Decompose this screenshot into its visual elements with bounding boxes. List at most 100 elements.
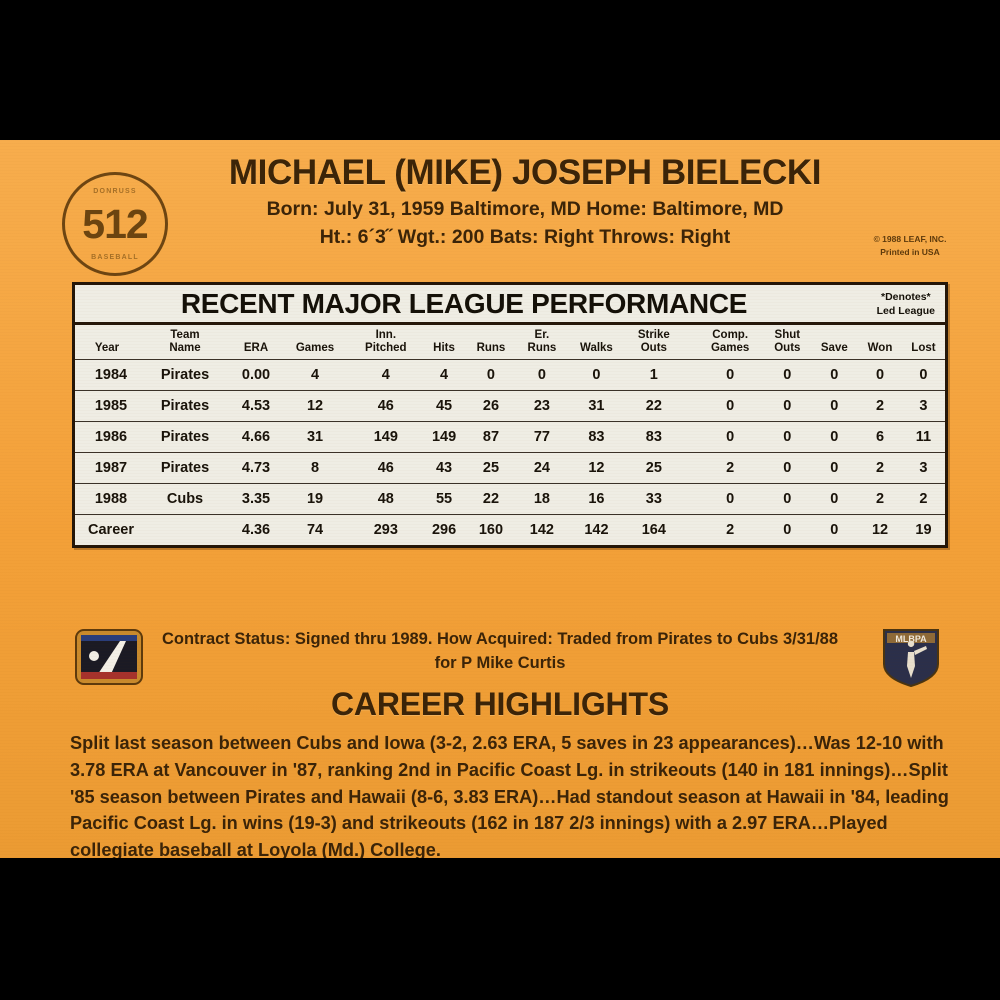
cell-year: 1986 [75,421,139,453]
col-header-strike-outs-l2: Outs [640,341,667,354]
cell-won: 6 [858,421,902,453]
cell-lost: 19 [901,514,945,546]
col-header-inn-pitched: Inn. Pitched [349,325,423,360]
copyright-line-1: © 1988 LEAF, INC. [873,234,947,244]
col-header-save: Save [811,325,859,360]
cell-shut-outs: 0 [764,359,811,391]
card-number-badge: DONRUSS 512 BASEBALL [62,172,168,276]
cell-won: 0 [858,359,902,391]
col-header-games: Games [281,325,349,360]
denotes-line-1: *Denotes* [881,291,931,303]
cell-hits: 4 [422,359,466,391]
cell-won: 2 [858,390,902,422]
cell-lost: 0 [901,359,945,391]
badge-arc-bottom-text: BASEBALL [91,254,139,261]
cell-won: 12 [858,514,902,546]
table-row: 1985 Pirates 4.53 12 46 45 26 23 31 22 0 0 0 2 3 [75,390,945,422]
cell-era: 3.35 [231,483,282,515]
col-header-year: Year [75,325,139,360]
cell-complete-games: 0 [696,359,765,391]
cell-runs: 160 [465,514,517,546]
cell-runs: 22 [465,483,517,515]
col-header-shut-outs: Shut Outs [764,325,810,360]
col-header-games-l2: Games [295,341,335,354]
bio-line-born: Born: July 31, 1959 Baltimore, MD Home: … [266,198,784,220]
cell-team: Pirates [139,421,231,453]
cell-saves: 0 [810,390,859,422]
stats-panel: RECENT MAJOR LEAGUE PERFORMANCE *Denotes… [72,282,948,549]
cell-complete-games: 2 [696,514,765,546]
cell-saves: 0 [810,452,859,484]
col-header-year-l2: Year [94,341,120,354]
copyright-line-2: Printed in USA [880,247,940,258]
cell-team: Pirates [139,359,231,391]
cell-team: Cubs [139,483,231,515]
cell-walks: 16 [567,483,626,515]
cell-innings-pitched: 46 [349,390,423,422]
baseball-card-back: DONRUSS 512 BASEBALL MICHAEL (MIKE) JOSE… [0,140,1000,858]
cell-complete-games: 0 [696,421,765,453]
cell-earned-runs: 24 [516,452,568,484]
col-header-team: Team Name [139,325,231,360]
cell-hits: 149 [422,421,466,453]
cell-lost: 2 [901,483,945,515]
cell-walks: 83 [567,421,626,453]
cell-won: 2 [858,452,902,484]
cell-won: 2 [858,483,902,515]
cell-shut-outs: 0 [764,483,811,515]
cell-gap [682,483,697,515]
table-row: Career 4.36 74 293 296 160 142 142 164 2 0 0 12 19 [75,514,945,546]
cell-year: Career [75,514,139,546]
career-highlights-body: Split last season between Cubs and Iowa … [70,733,949,858]
stats-table-body: 1984 Pirates 0.00 4 4 4 0 0 0 1 0 0 0 0 0 1985 Pirates 4.… [75,359,945,546]
contract-zone: Contract Status: Signed thru 1989. How A… [0,626,1000,688]
cell-games: 19 [281,483,349,515]
col-header-lost-l2: Lost [911,341,936,354]
cell-era: 4.73 [231,452,282,484]
card-header: DONRUSS 512 BASEBALL MICHAEL (MIKE) JOSE… [0,140,1000,280]
col-header-hits: Hits [423,325,466,360]
stats-title-row: RECENT MAJOR LEAGUE PERFORMANCE *Denotes… [75,285,945,325]
cell-gap [682,390,697,422]
col-header-inn-pitched-l1: Inn. [375,329,397,341]
bio-line-physical: Ht.: 6´3˝ Wgt.: 200 Bats: Right Throws: … [319,226,731,248]
cell-innings-pitched: 293 [349,514,423,546]
col-header-won: Won [858,325,902,360]
cell-runs: 87 [465,421,517,453]
col-header-hits-l2: Hits [433,341,455,354]
col-header-era: ERA [231,325,281,360]
career-highlights-title: CAREER HIGHLIGHTS [331,686,669,722]
cell-saves: 0 [810,483,859,515]
cell-walks: 0 [567,359,626,391]
copyright-block: © 1988 LEAF, INC. Printed in USA [846,233,974,259]
stats-table: Year Team Name ERA Games [75,325,945,546]
cell-era: 0.00 [231,359,282,391]
cell-walks: 31 [567,390,626,422]
cell-era: 4.66 [231,421,282,453]
cell-complete-games: 2 [696,452,765,484]
cell-earned-runs: 142 [516,514,568,546]
col-header-walks-l2: Walks [580,341,613,354]
col-header-team-l2: Name [169,341,201,354]
col-header-strike-outs: Strike Outs [626,325,683,360]
cell-gap [682,359,697,391]
table-row: 1984 Pirates 0.00 4 4 4 0 0 0 1 0 0 0 0 0 [75,359,945,391]
cell-team: Pirates [139,452,231,484]
cell-runs: 0 [465,359,517,391]
cell-lost: 3 [901,452,945,484]
cell-saves: 0 [810,359,859,391]
table-row: 1987 Pirates 4.73 8 46 43 25 24 12 25 2 0 0 2 3 [75,452,945,484]
col-header-comp-games: Comp. Games [696,325,764,360]
cell-innings-pitched: 46 [349,452,423,484]
cell-hits: 55 [422,483,466,515]
col-header-earned-runs: Er. Runs [516,325,567,360]
cell-shut-outs: 0 [764,421,811,453]
cell-gap [682,452,697,484]
cell-hits: 43 [422,452,466,484]
cell-lost: 11 [901,421,945,453]
col-header-walks: Walks [567,325,625,360]
cell-shut-outs: 0 [764,390,811,422]
cell-strike-outs: 83 [625,421,683,453]
cell-complete-games: 0 [696,390,765,422]
cell-earned-runs: 18 [516,483,568,515]
